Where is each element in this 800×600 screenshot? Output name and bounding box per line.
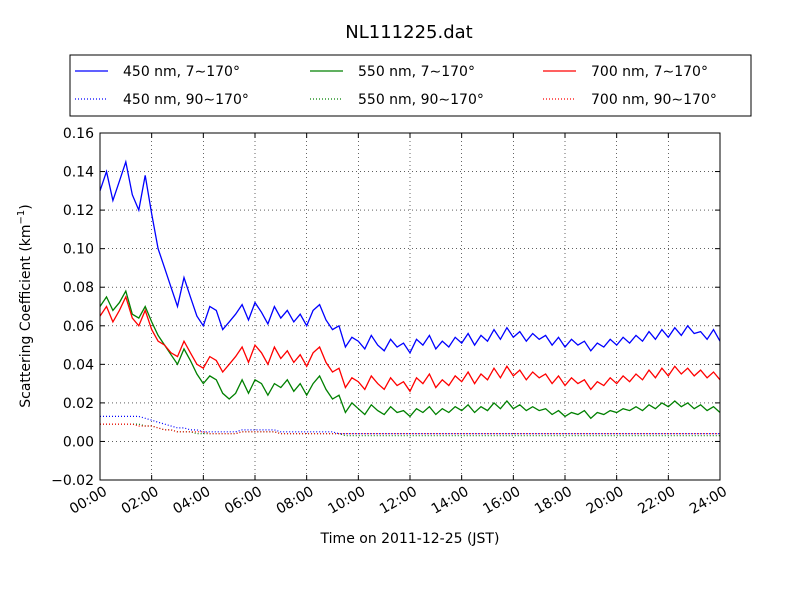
axis-ticks [99, 132, 721, 481]
series-line-1 [99, 289, 721, 420]
x-tick-labels: 00:00 02:00 04:00 06:00 08:00 10:00 12:00 14:00… [67, 484, 730, 518]
legend-label-5: 700 nm, 90∼170° [591, 92, 717, 108]
y-tick-label: 0.06 [63, 319, 94, 335]
chart-title: NL111225.dat [345, 22, 472, 43]
series-line-4 [100, 423, 720, 437]
x-tick-label: 16:00 [480, 484, 523, 518]
x-tick-label: 14:00 [429, 484, 472, 518]
y-tick-label: 0.14 [63, 165, 94, 181]
y-tick-label: 0.08 [63, 280, 94, 296]
series-line-3 [100, 415, 720, 435]
legend-label-4: 550 nm, 90∼170° [358, 92, 484, 108]
y-tick-label: 0.02 [63, 396, 94, 412]
x-tick-label: 02:00 [119, 484, 162, 518]
chart-legend: 450 nm, 7∼170° 550 nm, 7∼170° 700 nm, 7∼17… [69, 54, 752, 117]
x-tick-label: 08:00 [274, 484, 317, 518]
y-axis-label-end: ) [18, 204, 34, 209]
plot-area [100, 133, 720, 480]
x-tick-label: 10:00 [325, 484, 368, 518]
y-axis-label-main: Scattering Coefficient (km [18, 224, 34, 407]
series-group [99, 159, 721, 437]
legend-label-0: 450 nm, 7∼170° [123, 64, 240, 80]
legend-box [69, 54, 752, 117]
legend-label-2: 700 nm, 7∼170° [591, 64, 708, 80]
x-tick-label: 06:00 [222, 484, 265, 518]
y-tick-label: 0.10 [63, 242, 94, 258]
legend-label-1: 550 nm, 7∼170° [358, 64, 475, 80]
legend-label-3: 450 nm, 90∼170° [123, 92, 249, 108]
y-tick-label: 0.04 [63, 357, 94, 373]
x-tick-label: 04:00 [170, 484, 213, 518]
series-line-2 [99, 295, 721, 393]
x-tick-label: 24:00 [687, 484, 730, 518]
x-tick-label: 22:00 [635, 484, 678, 518]
y-axis-label: Scattering Coefficient (km−1) [16, 204, 34, 408]
series-line-0 [99, 159, 721, 355]
y-tick-label: 0.12 [63, 203, 94, 219]
x-tick-label: 18:00 [532, 484, 575, 518]
y-axis-label-superscript: −1 [16, 210, 27, 225]
y-tick-labels: −0.02 0.00 0.02 0.04 0.06 0.08 0.10 0.12 0.14 0.1… [51, 126, 94, 489]
x-axis-label: Time on 2011-12-25 (JST) [320, 531, 500, 547]
y-tick-label: 0.00 [63, 434, 94, 450]
y-tick-label: 0.16 [63, 126, 94, 142]
y-tick-label: −0.02 [51, 473, 94, 489]
x-tick-label: 20:00 [584, 484, 627, 518]
x-tick-label: 12:00 [377, 484, 420, 518]
